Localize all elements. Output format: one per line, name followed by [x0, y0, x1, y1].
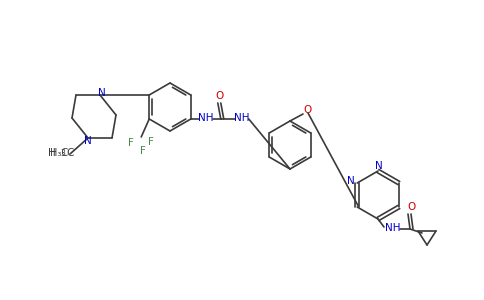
Text: NH: NH — [198, 113, 213, 123]
Text: C: C — [66, 148, 74, 158]
Text: H: H — [48, 148, 56, 158]
Text: NH: NH — [385, 223, 401, 233]
Text: F: F — [140, 146, 146, 156]
Text: N: N — [84, 136, 92, 146]
Text: O: O — [216, 91, 224, 101]
Text: 3: 3 — [60, 148, 65, 158]
Text: F: F — [128, 138, 134, 148]
Text: N: N — [375, 161, 383, 171]
Text: N: N — [348, 176, 355, 186]
Text: H₃C: H₃C — [50, 148, 68, 158]
Text: NH: NH — [234, 113, 250, 123]
Text: F: F — [148, 137, 154, 147]
Text: O: O — [303, 105, 311, 115]
Text: N: N — [98, 88, 106, 98]
Text: O: O — [407, 202, 415, 212]
